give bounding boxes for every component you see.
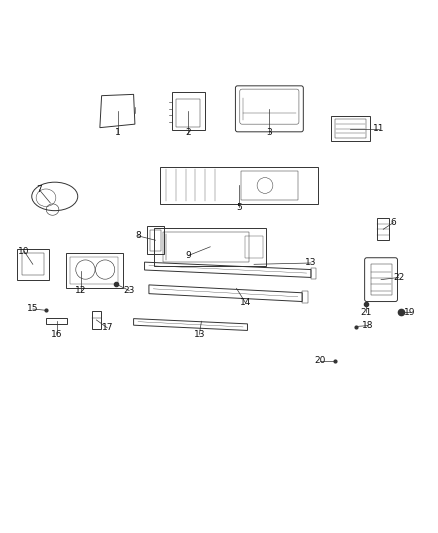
Text: 11: 11: [373, 124, 385, 133]
Text: 16: 16: [51, 330, 63, 339]
Text: 5: 5: [236, 203, 242, 212]
Text: 14: 14: [240, 298, 251, 307]
Text: 17: 17: [102, 324, 113, 332]
Text: 20: 20: [314, 356, 325, 365]
Text: 8: 8: [135, 231, 141, 240]
Text: 22: 22: [393, 273, 404, 282]
Text: 6: 6: [390, 218, 396, 227]
Text: 12: 12: [75, 286, 87, 295]
Text: 19: 19: [404, 308, 415, 317]
Text: 21: 21: [360, 308, 371, 317]
Text: 13: 13: [305, 259, 317, 268]
Text: 3: 3: [266, 128, 272, 138]
Text: 10: 10: [18, 247, 30, 256]
Text: 18: 18: [362, 321, 374, 330]
Text: 7: 7: [36, 185, 42, 195]
Text: 2: 2: [186, 128, 191, 138]
Text: 13: 13: [194, 330, 205, 339]
Text: 1: 1: [115, 128, 121, 138]
Text: 9: 9: [185, 251, 191, 260]
Text: 15: 15: [27, 304, 39, 313]
Text: 23: 23: [124, 286, 135, 295]
